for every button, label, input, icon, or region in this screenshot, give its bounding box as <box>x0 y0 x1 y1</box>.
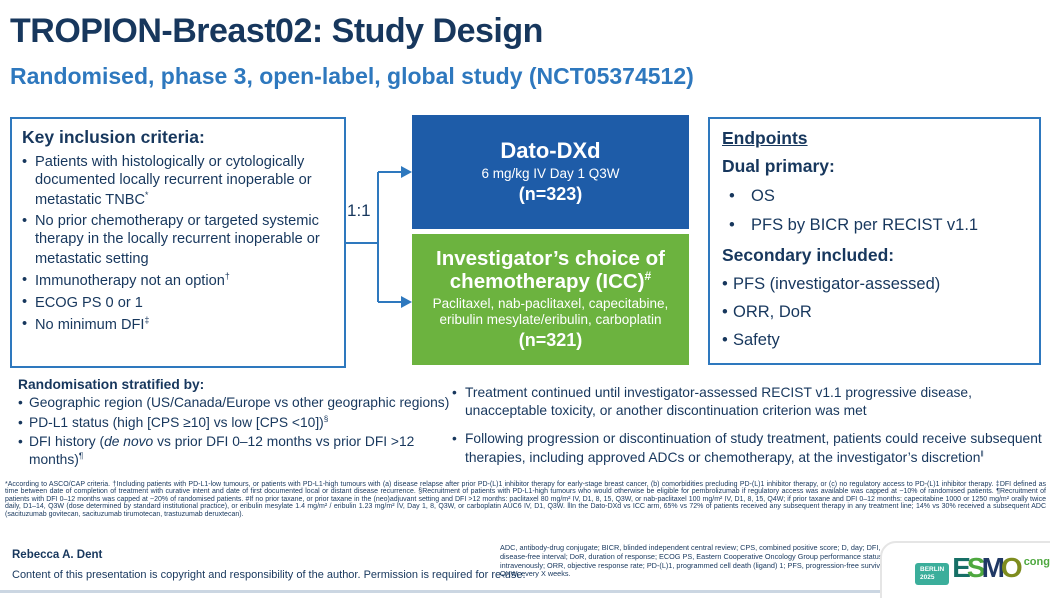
endpoints-box: Endpoints Dual primary: OS PFS by BICR p… <box>708 117 1041 365</box>
secondary-label: Secondary included: <box>722 245 895 265</box>
page-title: TROPION-Breast02: Study Design <box>10 12 543 50</box>
inclusion-list: Patients with histologically or cytologi… <box>22 153 336 335</box>
congress-label: congress <box>1023 556 1050 568</box>
stratification-heading: Randomisation stratified by: <box>18 377 205 392</box>
endpoints-heading: Endpoints <box>722 128 808 148</box>
randomisation-arrows-icon <box>346 166 412 308</box>
abbreviations-text: ADC, antibody-drug conjugate; BICR, blin… <box>500 543 895 579</box>
list-item: Treatment continued until investigator-a… <box>452 384 1044 420</box>
berlin-2025-badge: BERLIN 2025 <box>915 563 950 585</box>
arm-name: Investigator’s choice of chemotherapy (I… <box>436 246 665 294</box>
page-subtitle: Randomised, phase 3, open-label, global … <box>10 63 694 89</box>
list-item: Safety <box>722 331 1029 350</box>
dual-primary-label: Dual primary: <box>722 156 835 176</box>
secondary-list: PFS (investigator-assessed) ORR, DoR Saf… <box>722 275 1029 350</box>
list-item: Following progression or discontinuation… <box>452 430 1044 466</box>
esmo-logo-card: BERLIN 2025 ESMO congress <box>880 541 1050 598</box>
list-item: DFI history (de novo vs prior DFI 0–12 m… <box>18 433 464 467</box>
stratification-section: Randomisation stratified by: Geographic … <box>18 377 464 470</box>
inclusion-criteria-box: Key inclusion criteria: Patients with hi… <box>10 117 346 368</box>
stratification-list: Geographic region (US/Canada/Europe vs o… <box>18 394 464 468</box>
arm-name: Dato-DXd <box>500 138 601 164</box>
arm-icc: Investigator’s choice of chemotherapy (I… <box>412 234 689 365</box>
list-item: PFS (investigator-assessed) <box>722 275 1029 294</box>
list-item: PFS by BICR per RECIST v1.1 <box>722 216 1029 235</box>
list-item: PD-L1 status (high [CPS ≥10] vs low [CPS… <box>18 414 464 431</box>
bottom-divider <box>0 590 1050 593</box>
list-item: No minimum DFI‡ <box>22 315 336 334</box>
arm-drugs: Paclitaxel, nab-paclitaxel, capecitabine… <box>432 295 669 327</box>
list-item: Immunotherapy not an option† <box>22 271 336 290</box>
treatment-notes-section: Treatment continued until investigator-a… <box>452 384 1044 477</box>
arm-dose: 6 mg/kg IV Day 1 Q3W <box>481 165 620 181</box>
list-item: No prior chemotherapy or targeted system… <box>22 212 336 268</box>
list-item: Geographic region (US/Canada/Europe vs o… <box>18 394 464 411</box>
list-item: OS <box>722 187 1029 206</box>
arm-dato-dxd: Dato-DXd 6 mg/kg IV Day 1 Q3W (n=323) <box>412 115 689 229</box>
esmo-congress-logo: BERLIN 2025 ESMO congress <box>915 554 1050 598</box>
arm-n: (n=321) <box>518 330 583 351</box>
treatment-notes-list: Treatment continued until investigator-a… <box>452 384 1044 467</box>
list-item: Patients with histologically or cytologi… <box>22 153 336 209</box>
list-item: ORR, DoR <box>722 303 1029 322</box>
list-item: ECOG PS 0 or 1 <box>22 293 336 312</box>
arm-n: (n=323) <box>518 183 583 204</box>
author-name: Rebecca A. Dent <box>12 549 103 561</box>
dual-primary-list: OS PFS by BICR per RECIST v1.1 <box>722 187 1029 235</box>
footnotes: *According to ASCO/CAP criteria. †Includ… <box>5 481 1046 518</box>
esmo-wordmark: ESMO <box>952 552 1022 583</box>
copyright-text: Content of this presentation is copyrigh… <box>12 569 526 581</box>
randomisation-ratio: 1:1 <box>347 201 371 220</box>
inclusion-heading: Key inclusion criteria: <box>22 127 205 147</box>
